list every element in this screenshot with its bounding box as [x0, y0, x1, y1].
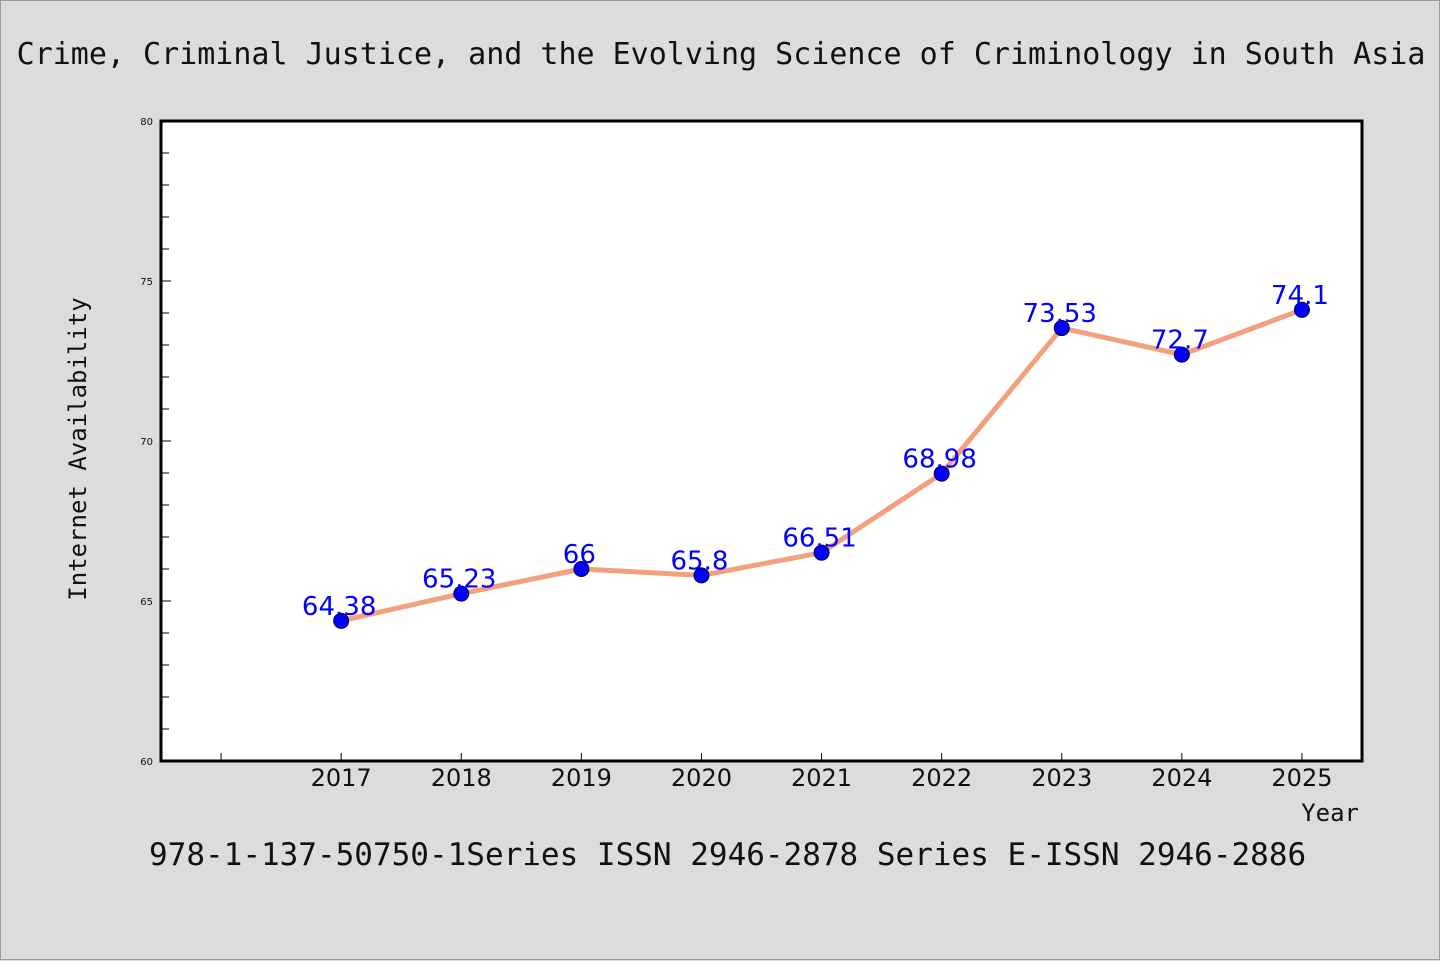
data-point-marker	[453, 585, 470, 602]
data-point-markers	[333, 301, 1310, 629]
data-label: 74.1	[1271, 281, 1329, 311]
y-tick-label: 60	[140, 757, 153, 768]
data-point-marker	[933, 465, 950, 482]
y-axis-tick-labels: 60 65 70 75 80	[140, 117, 153, 768]
data-point-marker	[813, 544, 830, 561]
plot-frame	[159, 119, 1364, 763]
data-point-marker	[1293, 301, 1310, 318]
y-tick-label: 70	[140, 437, 153, 448]
data-point-marker	[1173, 346, 1190, 363]
y-tick-label: 65	[140, 597, 153, 608]
data-label: 66	[563, 540, 596, 570]
data-label: 68.98	[902, 445, 976, 475]
x-tick-label: 2023	[1031, 764, 1092, 792]
x-tick-label: 2025	[1271, 764, 1332, 792]
x-axis-tick-labels: 2017 2018 2019 2020 2021 2022 2023 2024 2025	[311, 764, 1333, 792]
chart-title: Crime, Criminal Justice, and the Evolvin…	[17, 37, 1426, 72]
data-labels: 64.38 65.23 66 65.8 66.51 68.98 73.53 72.7 74.1	[302, 281, 1329, 622]
data-point-marker	[573, 561, 590, 577]
x-tick-label: 2019	[551, 764, 612, 792]
x-tick-label: 2024	[1151, 764, 1212, 792]
y-axis-title: Internet Availability	[64, 297, 92, 600]
x-tick-label: 2018	[431, 764, 492, 792]
y-tick-label: 75	[140, 277, 153, 288]
x-axis-title: Year	[1301, 799, 1359, 827]
plot-area	[161, 121, 1362, 761]
data-label: 65.23	[422, 565, 496, 595]
y-tick-label: 80	[140, 117, 153, 128]
data-label: 72.7	[1151, 326, 1209, 356]
data-point-marker	[333, 612, 350, 629]
x-tick-label: 2021	[791, 764, 852, 792]
data-point-marker	[693, 567, 710, 584]
data-label: 64.38	[302, 592, 376, 622]
data-label: 66.51	[782, 524, 856, 554]
x-tick-label: 2020	[671, 764, 732, 792]
data-point-marker	[1053, 320, 1070, 337]
footer-isbn-text: 978-1-137-50750-1Series ISSN 2946-2878 S…	[149, 837, 1306, 873]
x-tick-label: 2022	[911, 764, 972, 792]
data-label: 65.8	[671, 546, 729, 576]
data-label: 73.53	[1023, 299, 1097, 329]
x-tick-label: 2017	[311, 764, 372, 792]
